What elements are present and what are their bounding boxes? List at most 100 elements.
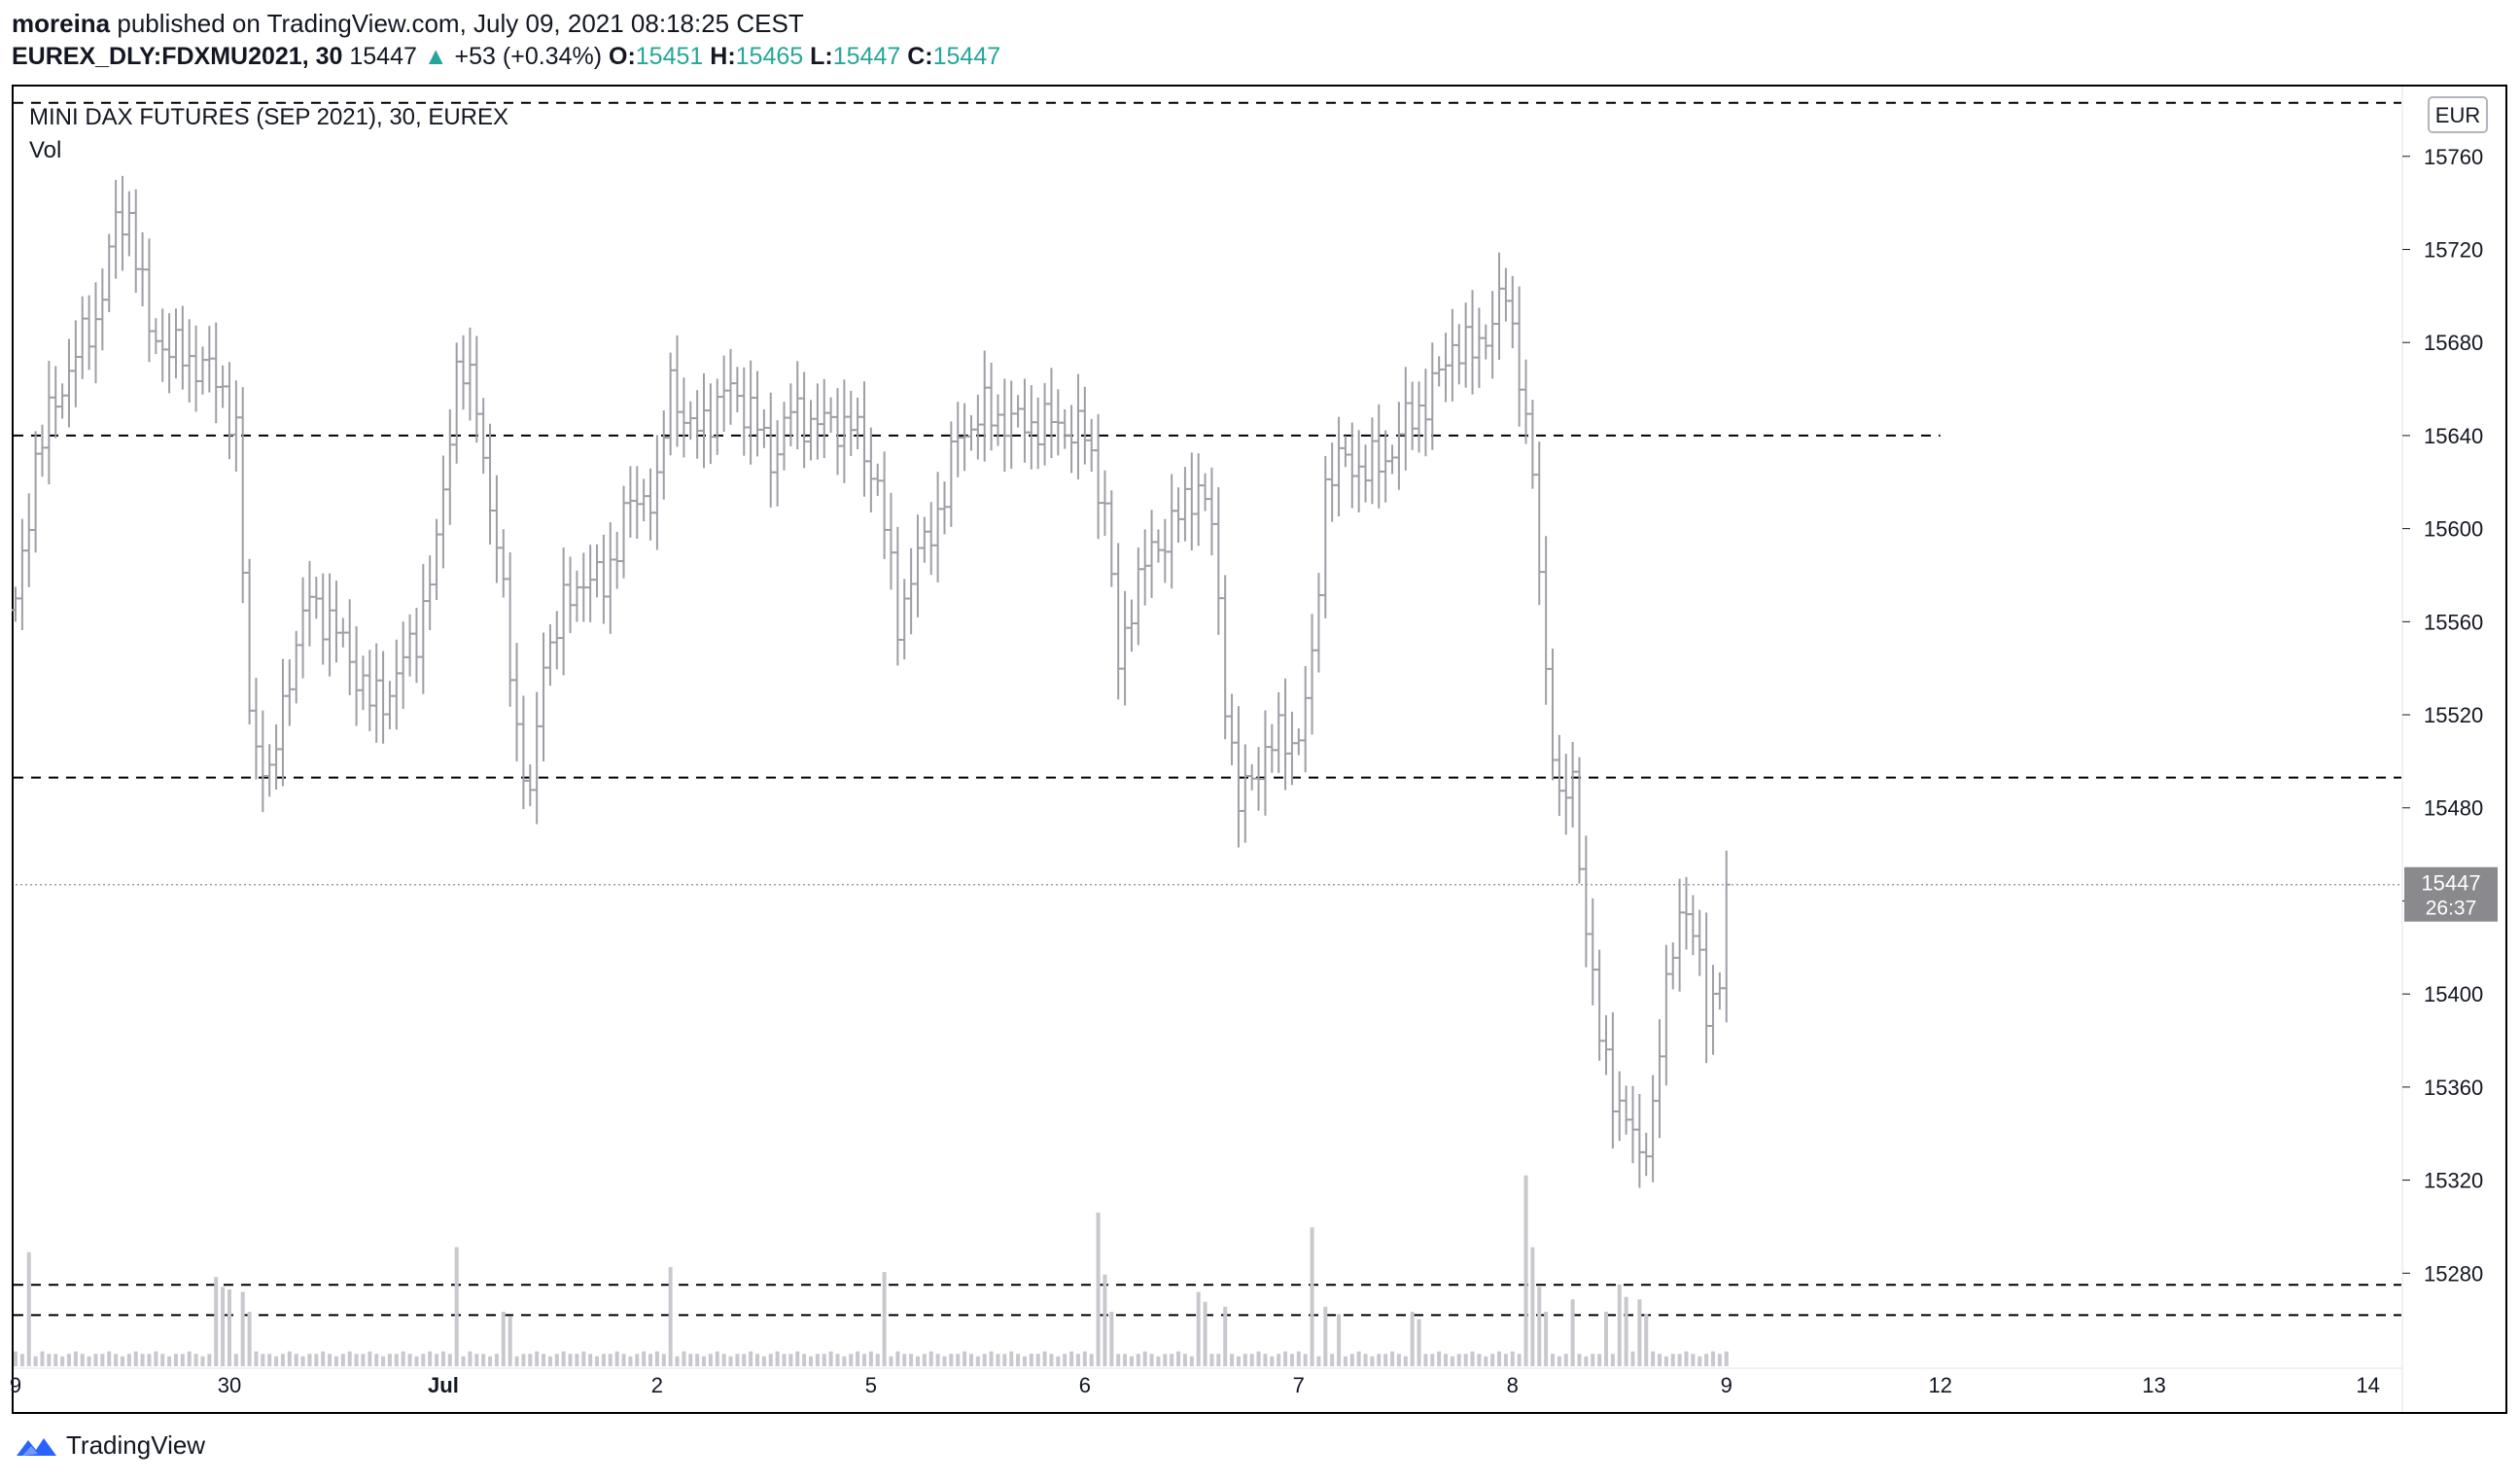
volume-bar xyxy=(247,1311,252,1366)
volume-bar xyxy=(928,1351,933,1366)
volume-bar xyxy=(1610,1354,1615,1366)
volume-bar xyxy=(568,1354,573,1366)
volume-bar xyxy=(675,1356,680,1366)
volume-bar xyxy=(494,1354,499,1366)
volume-bar xyxy=(321,1351,326,1366)
volume-bar xyxy=(1196,1291,1201,1366)
volume-bar xyxy=(1710,1351,1715,1366)
volume-bar xyxy=(374,1354,379,1366)
volume-bar xyxy=(1116,1354,1121,1366)
volume-bar xyxy=(1049,1354,1054,1366)
volume-bar xyxy=(368,1351,372,1366)
volume-bar xyxy=(1537,1287,1542,1366)
volume-bar xyxy=(1403,1356,1408,1366)
volume-bar xyxy=(1390,1351,1395,1366)
volume-bar xyxy=(474,1354,479,1366)
x-tick-label: 13 xyxy=(2142,1373,2165,1397)
volume-bar xyxy=(193,1354,198,1366)
y-tick-label: 15320 xyxy=(2424,1169,2483,1193)
volume-bar xyxy=(1189,1356,1194,1366)
volume-bar xyxy=(173,1354,178,1366)
last-price-box xyxy=(2404,866,2498,922)
volume-bar xyxy=(915,1356,920,1366)
volume-bar xyxy=(1677,1354,1682,1366)
publisher-name[interactable]: moreina xyxy=(12,9,111,38)
volume-bar xyxy=(1277,1354,1281,1366)
tradingview-logo-icon[interactable] xyxy=(14,1432,60,1460)
volume-bar xyxy=(1657,1354,1662,1366)
volume-bar xyxy=(1156,1356,1161,1366)
volume-bar xyxy=(1563,1354,1568,1366)
volume-bar xyxy=(1149,1354,1154,1366)
volume-bar xyxy=(614,1351,619,1366)
volume-bar xyxy=(1270,1356,1275,1366)
volume-bar xyxy=(73,1351,78,1366)
volume-bar xyxy=(1296,1351,1301,1366)
y-tick-label: 15560 xyxy=(2424,610,2483,634)
volume-bar xyxy=(608,1354,612,1366)
volume-bar xyxy=(561,1351,566,1366)
x-tick-label: 2 xyxy=(651,1373,663,1397)
volume-bar xyxy=(47,1354,52,1366)
chart-frame xyxy=(12,85,2507,1414)
volume-bar xyxy=(661,1354,666,1366)
volume-bar xyxy=(1591,1354,1595,1366)
volume-bar xyxy=(1102,1274,1107,1366)
volume-bar xyxy=(440,1351,445,1366)
volume-bar xyxy=(314,1354,319,1366)
volume-bar xyxy=(1029,1354,1033,1366)
ohlc-header: EUREX_DLY:FDXMU2021, 30 15447 ▲ +53 (+0.… xyxy=(12,41,1000,72)
volume-bar xyxy=(1684,1351,1689,1366)
volume-bar xyxy=(333,1356,338,1366)
currency-badge[interactable]: EUR xyxy=(2428,96,2488,133)
volume-bar xyxy=(1410,1311,1415,1366)
volume-bar xyxy=(708,1354,713,1366)
volume-bar xyxy=(1129,1356,1134,1366)
volume-bar xyxy=(1142,1351,1147,1366)
volume-bar xyxy=(1651,1351,1656,1366)
volume-bar xyxy=(1691,1354,1696,1366)
volume-bar xyxy=(1503,1354,1508,1366)
volume-bar xyxy=(1444,1354,1449,1366)
last-price: 15447 xyxy=(349,43,417,70)
volume-bar xyxy=(1182,1354,1187,1366)
x-tick-label: 6 xyxy=(1079,1373,1091,1397)
volume-bar xyxy=(1570,1299,1575,1366)
volume-bar xyxy=(227,1288,231,1366)
high-value: 15465 xyxy=(735,43,804,70)
volume-bar xyxy=(1323,1306,1328,1366)
y-tick-label: 15680 xyxy=(2424,331,2483,355)
footer: TradingView xyxy=(14,1430,205,1461)
volume-bar xyxy=(233,1354,238,1366)
currency-label: EUR xyxy=(2435,103,2480,127)
volume-bar xyxy=(1343,1356,1348,1366)
volume-bar xyxy=(547,1356,552,1366)
volume-bar xyxy=(1523,1175,1528,1366)
volume-bar xyxy=(1484,1356,1488,1366)
volume-bar xyxy=(147,1354,152,1366)
low-label: L: xyxy=(810,43,833,70)
volume-bar xyxy=(1063,1354,1068,1366)
volume-bar xyxy=(621,1354,626,1366)
volume-bar xyxy=(975,1356,980,1366)
volume-bar xyxy=(407,1354,412,1366)
volume-bar xyxy=(300,1356,305,1366)
volume-bar xyxy=(394,1354,399,1366)
volume-bar xyxy=(1009,1351,1014,1366)
x-tick-label: 12 xyxy=(1928,1373,1951,1397)
volume-bar xyxy=(1223,1306,1228,1366)
volume-bar xyxy=(154,1351,158,1366)
volume-bar xyxy=(1704,1354,1709,1366)
x-tick-label: Jul xyxy=(428,1373,459,1397)
volume-bar xyxy=(889,1356,893,1366)
volume-bar xyxy=(447,1354,452,1366)
volume-bar xyxy=(1209,1354,1214,1366)
footer-brand[interactable]: TradingView xyxy=(66,1430,206,1460)
volume-bar xyxy=(1082,1351,1087,1366)
symbol-label[interactable]: EUREX_DLY:FDXMU2021, 30 xyxy=(12,43,343,70)
volume-bar xyxy=(721,1354,726,1366)
volume-bar xyxy=(435,1354,439,1366)
volume-bar xyxy=(1717,1354,1722,1366)
volume-bar xyxy=(66,1354,71,1366)
